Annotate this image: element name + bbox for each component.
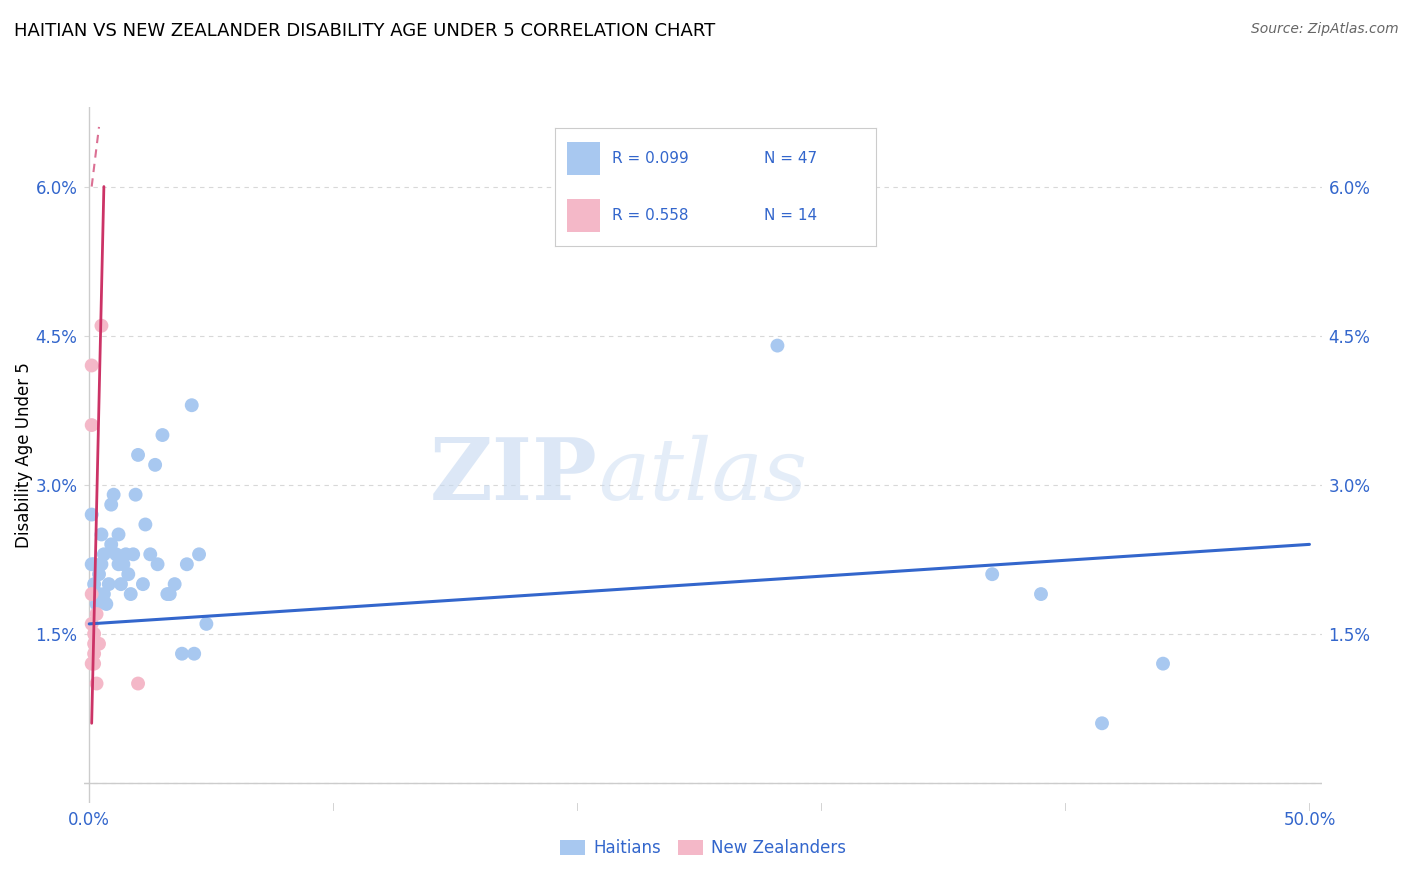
Point — [163, 577, 186, 591]
Point — [83, 627, 105, 641]
Point — [132, 577, 155, 591]
Point — [90, 318, 112, 333]
Point — [87, 637, 110, 651]
Y-axis label: Disability Age Under 5: Disability Age Under 5 — [15, 362, 34, 548]
Point — [195, 616, 218, 631]
Point — [156, 587, 179, 601]
Point — [188, 547, 211, 561]
Point — [115, 547, 138, 561]
Point — [766, 338, 789, 352]
Point — [96, 597, 118, 611]
Point — [90, 527, 112, 541]
Point — [134, 517, 156, 532]
Point — [86, 597, 108, 611]
Point — [110, 577, 132, 591]
Point — [90, 558, 112, 572]
Point — [83, 558, 105, 572]
Legend: Haitians, New Zealanders: Haitians, New Zealanders — [554, 833, 852, 864]
Point — [981, 567, 1004, 582]
Point — [93, 547, 115, 561]
Text: Source: ZipAtlas.com: Source: ZipAtlas.com — [1251, 22, 1399, 37]
Point — [83, 577, 105, 591]
Text: atlas: atlas — [598, 434, 807, 517]
Point — [146, 558, 169, 572]
Point — [122, 547, 145, 561]
Point — [159, 587, 181, 601]
Point — [80, 508, 103, 522]
Point — [124, 488, 146, 502]
Point — [80, 418, 103, 433]
Text: ZIP: ZIP — [430, 434, 598, 517]
Point — [120, 587, 142, 601]
Point — [143, 458, 166, 472]
Point — [100, 498, 122, 512]
Point — [1152, 657, 1174, 671]
Point — [1029, 587, 1052, 601]
Point — [107, 527, 129, 541]
Point — [103, 488, 125, 502]
Point — [97, 577, 120, 591]
Point — [80, 657, 103, 671]
Point — [83, 637, 105, 651]
Point — [100, 537, 122, 551]
Point — [170, 647, 193, 661]
Point — [80, 558, 103, 572]
Point — [86, 676, 108, 690]
Point — [183, 647, 205, 661]
Point — [93, 587, 115, 601]
Point — [86, 607, 108, 621]
Point — [176, 558, 198, 572]
Point — [112, 558, 135, 572]
Point — [127, 676, 149, 690]
Point — [87, 587, 110, 601]
Point — [180, 398, 202, 412]
Point — [105, 547, 128, 561]
Point — [139, 547, 162, 561]
Point — [83, 657, 105, 671]
Point — [87, 567, 110, 582]
Point — [80, 359, 103, 373]
Point — [80, 616, 103, 631]
Text: HAITIAN VS NEW ZEALANDER DISABILITY AGE UNDER 5 CORRELATION CHART: HAITIAN VS NEW ZEALANDER DISABILITY AGE … — [14, 22, 716, 40]
Point — [152, 428, 174, 442]
Point — [83, 647, 105, 661]
Point — [107, 558, 129, 572]
Point — [80, 587, 103, 601]
Point — [117, 567, 139, 582]
Point — [127, 448, 149, 462]
Point — [1091, 716, 1114, 731]
